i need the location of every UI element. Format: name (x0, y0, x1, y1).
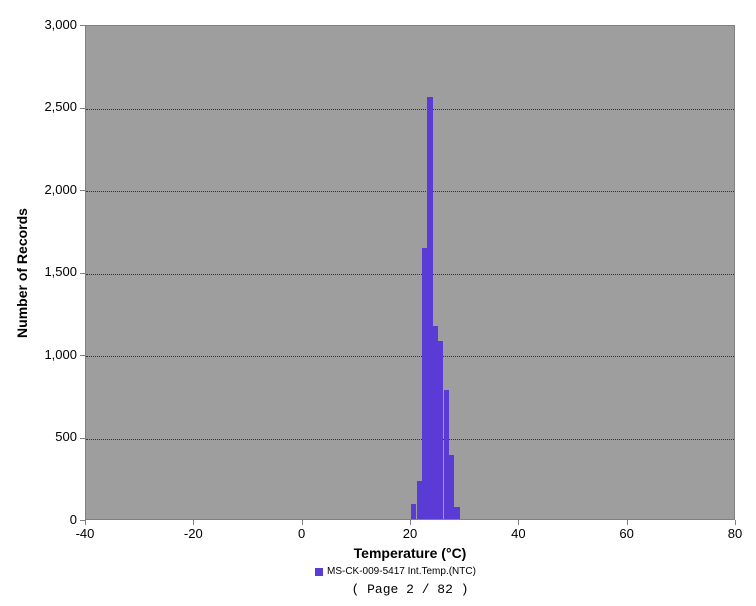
x-tick-mark (518, 520, 519, 525)
x-tick-label: 0 (298, 526, 305, 541)
x-tick-mark (85, 520, 86, 525)
histogram-bar (449, 455, 454, 519)
x-tick-mark (627, 520, 628, 525)
y-tick-mark (80, 273, 85, 274)
x-tick-mark (410, 520, 411, 525)
y-tick-label: 2,500 (35, 99, 77, 114)
histogram-bar (417, 481, 422, 519)
y-tick-label: 500 (35, 429, 77, 444)
page-indicator: ( Page 2 / 82 ) (351, 582, 468, 597)
y-tick-label: 2,000 (35, 182, 77, 197)
legend-series-label: MS-CK-009-5417 Int.Temp.(NTC) (327, 566, 476, 577)
x-tick-label: -40 (76, 526, 95, 541)
x-tick-label: -20 (184, 526, 203, 541)
grid-line (86, 439, 734, 440)
y-axis-label: Number of Records (14, 208, 30, 338)
x-tick-mark (735, 520, 736, 525)
histogram-bar (454, 507, 459, 519)
y-tick-label: 1,500 (35, 264, 77, 279)
grid-line (86, 191, 734, 192)
y-tick-mark (80, 438, 85, 439)
x-tick-mark (193, 520, 194, 525)
x-axis-label: Temperature (°C) (354, 545, 467, 561)
y-tick-mark (80, 355, 85, 356)
y-tick-label: 0 (35, 512, 77, 527)
plot-area (85, 25, 735, 520)
histogram-chart: 0 500 1,000 1,500 2,000 2,500 3,000 -40 -20 0 20 4… (0, 0, 756, 606)
histogram-bar (422, 248, 427, 519)
legend-swatch (315, 568, 323, 576)
x-tick-label: 60 (619, 526, 633, 541)
y-tick-mark (80, 25, 85, 26)
y-tick-mark (80, 108, 85, 109)
x-tick-mark (302, 520, 303, 525)
grid-line (86, 274, 734, 275)
x-tick-label: 40 (511, 526, 525, 541)
x-tick-label: 20 (403, 526, 417, 541)
x-tick-label: 80 (728, 526, 742, 541)
y-tick-label: 3,000 (35, 17, 77, 32)
grid-line (86, 356, 734, 357)
y-tick-mark (80, 190, 85, 191)
histogram-bar (438, 341, 443, 519)
histogram-bar (433, 326, 438, 519)
grid-line (86, 109, 734, 110)
y-tick-label: 1,000 (35, 347, 77, 362)
